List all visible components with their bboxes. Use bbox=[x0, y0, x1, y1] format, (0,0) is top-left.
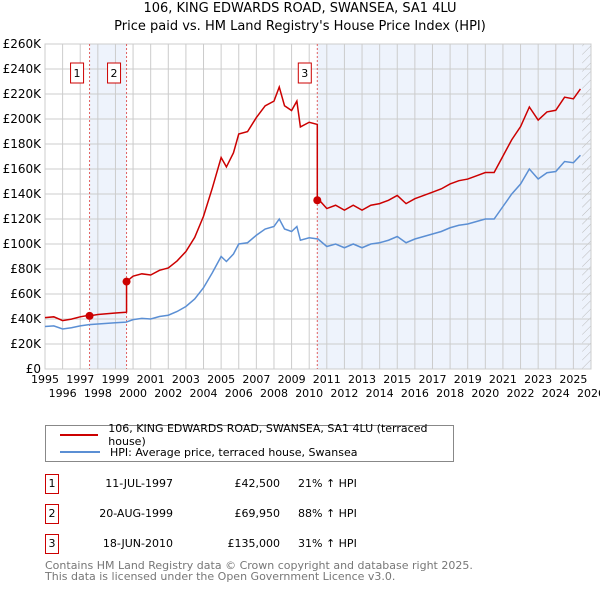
y-tick-label: £220K bbox=[3, 87, 43, 101]
legend-label: 106, KING EDWARDS ROAD, SWANSEA, SA1 4LU… bbox=[108, 422, 428, 448]
x-tick-label: 2026 bbox=[577, 387, 600, 400]
x-tick-label: 1998 bbox=[84, 387, 112, 400]
y-tick-label: £140K bbox=[3, 187, 43, 201]
x-tick-label: 2005 bbox=[207, 373, 235, 386]
x-tick-label: 2009 bbox=[278, 373, 306, 386]
x-tick-label: 2018 bbox=[436, 387, 464, 400]
x-tick-label: 2010 bbox=[295, 387, 323, 400]
sale-marker-badge: 2 bbox=[45, 504, 59, 524]
sale-hpi-diff: 88% ↑ HPI bbox=[298, 507, 357, 520]
x-tick-label: 2001 bbox=[137, 373, 165, 386]
sale-price: £42,500 bbox=[234, 477, 281, 490]
sale-point bbox=[313, 196, 322, 205]
y-tick-label: £80K bbox=[10, 262, 42, 276]
legend-swatch-red bbox=[60, 434, 99, 436]
x-tick-label: 2017 bbox=[418, 373, 446, 386]
y-tick-label: £160K bbox=[3, 162, 43, 176]
y-tick-label: £180K bbox=[3, 137, 43, 151]
x-tick-label: 2002 bbox=[154, 387, 182, 400]
sale-marker-box bbox=[70, 62, 85, 84]
footer-licence: This data is licensed under the Open Gov… bbox=[45, 570, 396, 583]
x-tick-label: 2022 bbox=[507, 387, 535, 400]
shaded-period bbox=[317, 44, 591, 369]
legend-label: HPI: Average price, terraced house, Swan… bbox=[110, 445, 358, 459]
y-tick-label: £200K bbox=[3, 112, 43, 126]
x-tick-label: 2003 bbox=[172, 373, 200, 386]
y-tick-label: £120K bbox=[3, 212, 43, 226]
y-tick-label: £20K bbox=[10, 337, 42, 351]
x-tick-label: 1997 bbox=[66, 373, 94, 386]
sale-row: 2 20-AUG-1999 £69,950 88% ↑ HPI bbox=[45, 504, 465, 524]
price-chart: £0 £20K £40K £60K £80K £100K £120K £140K £160K £1… bbox=[3, 37, 600, 400]
sale-point bbox=[85, 311, 94, 320]
x-tick-label: 2014 bbox=[366, 387, 394, 400]
x-tick-label: 2000 bbox=[119, 387, 147, 400]
x-tick-label: 1999 bbox=[101, 373, 129, 386]
x-tick-label: 2013 bbox=[348, 373, 376, 386]
x-tick-label: 2008 bbox=[260, 387, 288, 400]
chart-title: 106, KING EDWARDS ROAD, SWANSEA, SA1 4LU bbox=[143, 1, 457, 16]
sale-point bbox=[122, 277, 131, 286]
x-tick-label: 2012 bbox=[330, 387, 358, 400]
sale-price: £135,000 bbox=[227, 537, 281, 550]
sale-row: 1 11-JUL-1997 £42,500 21% ↑ HPI bbox=[45, 474, 465, 494]
x-tick-label: 2007 bbox=[242, 373, 270, 386]
sale-marker-box bbox=[297, 62, 312, 84]
legend-item-hpi: HPI: Average price, terraced house, Swan… bbox=[60, 444, 357, 460]
x-tick-label: 1996 bbox=[49, 387, 77, 400]
legend-swatch-blue bbox=[60, 451, 100, 453]
x-tick-label: 2025 bbox=[559, 373, 587, 386]
sale-hpi-diff: 31% ↑ HPI bbox=[298, 537, 357, 550]
x-tick-label: 2006 bbox=[225, 387, 253, 400]
x-tick-label: 2020 bbox=[471, 387, 499, 400]
x-tick-label: 2024 bbox=[542, 387, 570, 400]
sale-marker-label: 2 bbox=[111, 67, 118, 80]
hpi-line bbox=[44, 154, 581, 330]
sale-date: 11-JUL-1997 bbox=[105, 477, 173, 490]
sale-hpi-diff: 21% ↑ HPI bbox=[298, 477, 357, 490]
y-tick-label: £240K bbox=[3, 62, 43, 76]
sale-marker-badge: 3 bbox=[45, 534, 59, 554]
shaded-period bbox=[89, 44, 127, 369]
chart-subtitle: Price paid vs. HM Land Registry's House … bbox=[114, 19, 486, 34]
y-tick-label: £100K bbox=[3, 237, 43, 251]
y-tick-label: £0 bbox=[26, 362, 41, 376]
x-tick-label: 2015 bbox=[383, 373, 411, 386]
x-tick-label: 2004 bbox=[190, 387, 218, 400]
x-tick-label: 2021 bbox=[489, 373, 517, 386]
x-tick-label: 2019 bbox=[454, 373, 482, 386]
y-tick-label: £260K bbox=[3, 37, 43, 51]
sale-row: 3 18-JUN-2010 £135,000 31% ↑ HPI bbox=[45, 534, 465, 554]
projection-hatch bbox=[582, 44, 591, 369]
y-tick-label: £60K bbox=[10, 287, 42, 301]
x-tick-label: 2023 bbox=[524, 373, 552, 386]
sale-marker-label: 3 bbox=[301, 67, 308, 80]
sale-date: 18-JUN-2010 bbox=[102, 537, 173, 550]
x-tick-label: 2016 bbox=[401, 387, 429, 400]
plot-frame bbox=[44, 43, 592, 370]
x-tick-label: 1995 bbox=[31, 373, 59, 386]
footer-copyright: Contains HM Land Registry data © Crown c… bbox=[45, 559, 473, 572]
sale-price: £69,950 bbox=[234, 507, 281, 520]
legend-item-property: 106, KING EDWARDS ROAD, SWANSEA, SA1 4LU… bbox=[60, 422, 453, 448]
sale-marker-badge: 1 bbox=[45, 474, 59, 494]
sale-marker-label: 1 bbox=[74, 67, 81, 80]
property-line bbox=[44, 84, 582, 322]
x-tick-label: 2011 bbox=[313, 373, 341, 386]
y-tick-label: £40K bbox=[10, 312, 42, 326]
sale-date: 20-AUG-1999 bbox=[99, 507, 173, 520]
sale-marker-box bbox=[107, 62, 122, 84]
legend: 106, KING EDWARDS ROAD, SWANSEA, SA1 4LU… bbox=[45, 422, 454, 462]
